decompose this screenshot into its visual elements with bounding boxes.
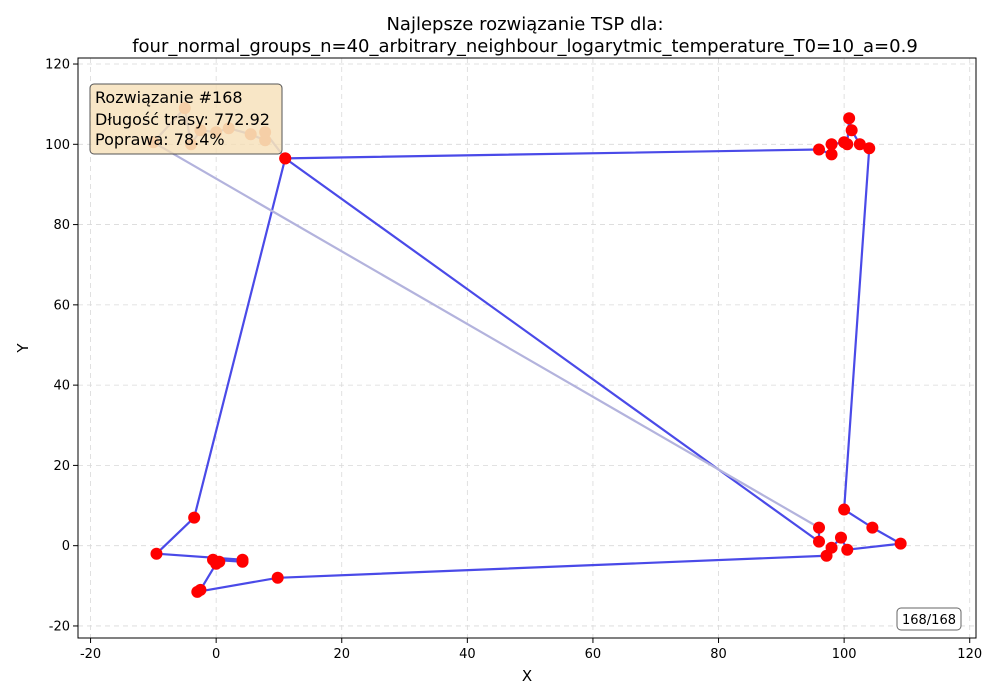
y-tick-label: 20: [53, 459, 70, 474]
city-point: [150, 547, 163, 560]
city-point: [834, 531, 847, 544]
city-point: [813, 535, 826, 548]
route-lines: [152, 107, 902, 593]
y-tick-label: 100: [45, 138, 70, 153]
plot-frame: [77, 57, 977, 639]
y-tick-label: 40: [53, 379, 70, 394]
route-segment: [846, 542, 902, 551]
y-tick-label: 120: [45, 58, 70, 73]
city-point: [894, 537, 907, 550]
route-segment: [843, 147, 871, 511]
y-tick-label: -20: [49, 619, 70, 634]
x-tick-label: 40: [459, 647, 476, 662]
route-segment: [155, 552, 244, 561]
counter-background: [896, 607, 962, 631]
x-tick-label: 20: [333, 647, 350, 662]
info-solution-number: Rozwiązanie #168: [95, 88, 243, 107]
route-segment: [284, 148, 821, 160]
city-point: [841, 138, 854, 151]
city-point: [825, 148, 838, 161]
info-route-length: Długość trasy: 772.92: [95, 110, 270, 129]
city-point: [194, 583, 207, 596]
y-tick-label: 0: [62, 539, 70, 554]
counter-text: 168/168: [902, 613, 956, 628]
city-point: [820, 549, 833, 562]
city-point: [813, 143, 826, 156]
city-point: [863, 142, 876, 155]
city-point: [207, 553, 220, 566]
chart-title-line2: four_normal_groups_n=40_arbitrary_neighb…: [132, 36, 918, 57]
chart-title-line1: Najlepsze rozwiązanie TSP dla:: [386, 14, 663, 35]
route-segment: [196, 576, 279, 593]
axis-ticks: -20 0 20 40 60 80 100 120 -20 0 20 40 60 80 100 120: [45, 58, 982, 662]
x-tick-label: 80: [710, 647, 727, 662]
city-point: [843, 112, 856, 125]
info-box: Rozwiązanie #168 Długość trasy: 772.92 P…: [89, 83, 283, 155]
route-segment: [152, 141, 821, 529]
y-tick-label: 60: [53, 298, 70, 313]
city-point: [188, 511, 201, 524]
city-point: [845, 124, 858, 137]
info-box-background: [89, 83, 283, 155]
x-axis-label: X: [522, 667, 532, 685]
info-improvement: Poprawa: 78.4%: [95, 130, 225, 149]
city-point: [853, 138, 866, 151]
counter-badge: 168/168: [896, 607, 962, 631]
city-point: [813, 521, 826, 534]
city-point: [866, 521, 879, 534]
city-point: [825, 138, 838, 151]
x-tick-label: 100: [832, 647, 857, 662]
route-segment: [276, 554, 828, 579]
y-axis-label: Y: [14, 343, 32, 354]
route-segment: [193, 157, 287, 519]
city-point: [838, 503, 851, 516]
city-point: [841, 543, 854, 556]
city-point: [236, 553, 249, 566]
city-point: [271, 571, 284, 584]
city-point: [279, 152, 292, 165]
x-tick-label: 0: [212, 647, 220, 662]
y-tick-label: 80: [53, 218, 70, 233]
x-tick-label: 60: [585, 647, 602, 662]
route-segment: [155, 516, 196, 555]
x-tick-label: 120: [957, 647, 982, 662]
x-tick-label: -20: [80, 647, 101, 662]
route-segment: [284, 157, 821, 543]
